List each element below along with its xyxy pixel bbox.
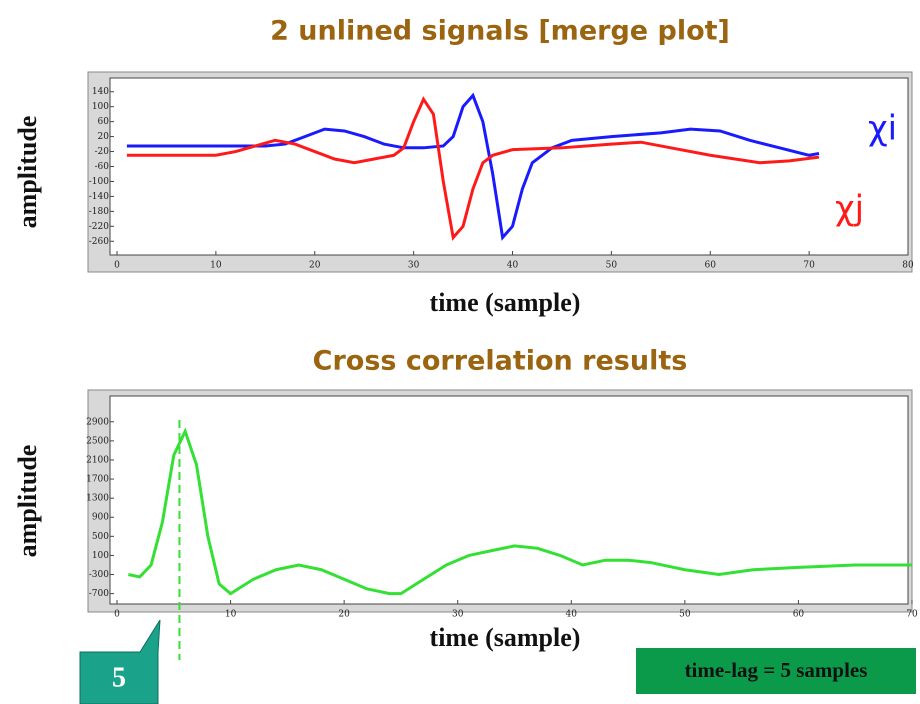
y-axis-label: amplitude xyxy=(13,116,42,229)
plot-area xyxy=(109,395,909,605)
y-tick-label: 140 xyxy=(92,87,109,97)
y-tick-label: 20 xyxy=(98,132,110,142)
y-tick-label: 1700 xyxy=(86,475,109,485)
y-tick-label: 900 xyxy=(92,513,109,523)
x-tick-label: 10 xyxy=(225,610,237,620)
x-tick-label: 70 xyxy=(906,610,918,620)
y-tick-label: 60 xyxy=(98,117,110,127)
y-tick-label: 2100 xyxy=(86,455,109,465)
lag-callout xyxy=(79,619,161,704)
y-tick-label: -60 xyxy=(95,162,110,172)
x-tick-label: 0 xyxy=(114,610,120,620)
x-tick-label: 60 xyxy=(793,610,805,620)
x-tick-label: 20 xyxy=(338,610,350,620)
x-tick-label: 50 xyxy=(679,610,691,620)
y-tick-label: -300 xyxy=(89,570,109,580)
y-tick-label: -140 xyxy=(89,192,109,202)
x-tick-label: 20 xyxy=(309,261,321,271)
x-tick-label: 50 xyxy=(606,261,618,271)
x-tick-label: 60 xyxy=(705,261,717,271)
x-axis-label: time (sample) xyxy=(430,623,581,652)
x-tick-label: 0 xyxy=(114,261,120,271)
series-label: χj xyxy=(835,189,864,229)
series-line xyxy=(126,96,820,241)
plot-area xyxy=(109,77,909,256)
y-tick-label: 2900 xyxy=(86,417,109,427)
x-tick-label: 30 xyxy=(452,610,464,620)
series-line xyxy=(126,92,820,241)
result-box xyxy=(636,648,916,694)
x-axis-label: time (sample) xyxy=(430,288,581,317)
y-tick-label: -220 xyxy=(89,222,109,232)
y-tick-label: -20 xyxy=(95,147,110,157)
chart-title: Cross correlation results xyxy=(313,346,688,377)
x-tick-label: 40 xyxy=(507,261,519,271)
x-tick-label: 40 xyxy=(566,610,578,620)
x-tick-label: 30 xyxy=(408,261,420,271)
series-label: χi xyxy=(868,109,897,149)
x-tick-label: 80 xyxy=(902,261,914,271)
y-tick-label: 2500 xyxy=(86,436,109,446)
x-tick-label: 10 xyxy=(210,261,222,271)
series-line xyxy=(128,427,912,596)
y-tick-label: 500 xyxy=(92,532,109,542)
lag-callout-text: 5 xyxy=(112,662,126,693)
chart-title: 2 unlined signals [merge plot] xyxy=(270,16,730,47)
y-tick-label: -700 xyxy=(89,589,109,599)
result-text: time-lag = 5 samples xyxy=(685,658,868,682)
y-tick-label: 100 xyxy=(92,551,109,561)
x-tick-label: 70 xyxy=(803,261,815,271)
y-tick-label: 1300 xyxy=(86,494,109,504)
y-tick-label: -180 xyxy=(89,207,109,217)
y-tick-label: -260 xyxy=(89,237,109,247)
y-tick-label: -100 xyxy=(89,177,109,187)
y-tick-label: 100 xyxy=(92,102,109,112)
y-axis-label: amplitude xyxy=(13,445,42,558)
